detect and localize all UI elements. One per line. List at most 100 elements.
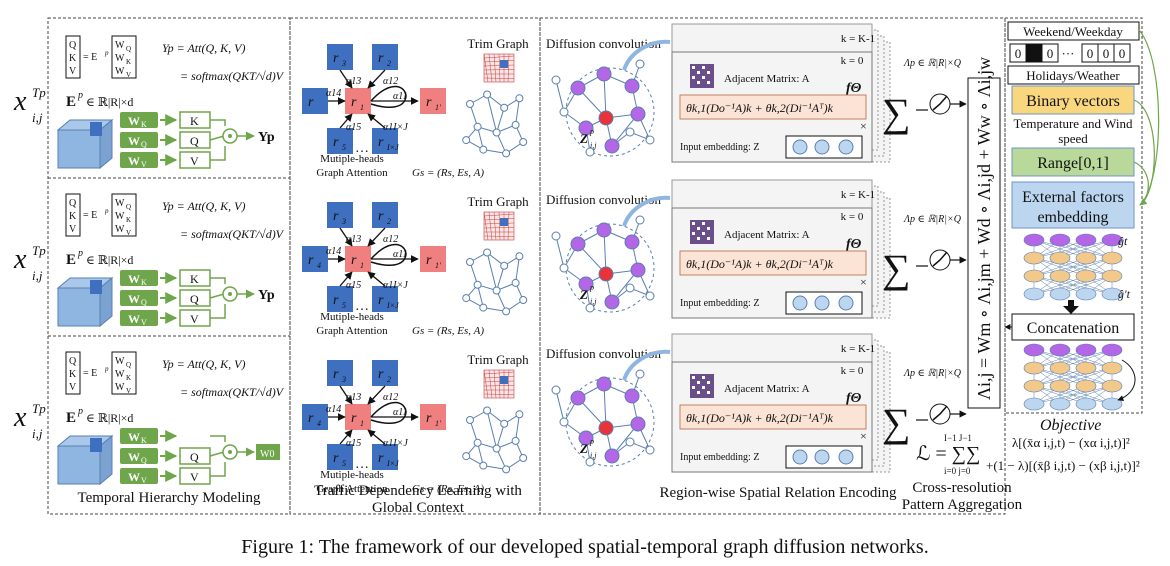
temporal-input-symbol: x bbox=[13, 402, 27, 433]
qkv-box-label: Q bbox=[190, 292, 199, 306]
times-symbol: × bbox=[860, 119, 867, 133]
weight-box bbox=[120, 270, 158, 286]
gs-formula: Gs = (Rs, Es, A) bbox=[412, 325, 484, 337]
proj-matrix-entry: W bbox=[115, 53, 125, 64]
diffusion-conv-label: Diffusion convolution bbox=[546, 346, 661, 361]
proj-matrix-sub: V bbox=[126, 71, 131, 79]
temporal-input-sub: i,j bbox=[32, 268, 43, 283]
node-left-label: r bbox=[308, 253, 314, 268]
alpha-label: α13 bbox=[346, 76, 361, 87]
node-r2-sub: 2 bbox=[387, 59, 391, 68]
lambda-label: Λp ∈ ℝ|R|×Q bbox=[903, 368, 962, 379]
qkv-vector-entry: K bbox=[69, 211, 77, 222]
alpha-label: α1I×J bbox=[383, 438, 408, 449]
temporal-output-label: Yp bbox=[258, 288, 275, 303]
binary-vectors-label: Binary vectors bbox=[1026, 93, 1120, 110]
loss-line-1: λ[(x̄α i,j,t) − (xα i,j,t)]² bbox=[1012, 435, 1130, 450]
graph-attention-label-2: Graph Attention bbox=[316, 483, 388, 495]
traffic-section-label-2: Global Context bbox=[372, 500, 465, 516]
aggregation-formula: Λi,j = Wm ∘ Λi,jm + Wd ∘ Λi,jd + Ww ∘ Λi… bbox=[974, 57, 994, 400]
qkv-vector-entry: V bbox=[69, 66, 77, 77]
node-r2 bbox=[372, 44, 398, 70]
qkv-vector-entry: V bbox=[69, 382, 77, 393]
embedding-sup: p bbox=[77, 90, 83, 101]
node-r3-label: r bbox=[333, 209, 339, 224]
node-rIJ-sub: I×J bbox=[386, 143, 399, 152]
proj-matrix-entry: W bbox=[115, 211, 125, 222]
temporal-input-symbol: x bbox=[13, 244, 27, 275]
temporal-input-sub: i,j bbox=[32, 426, 43, 441]
k-top-label: k = K-1 bbox=[841, 33, 875, 45]
temperature-label-2: speed bbox=[1058, 131, 1088, 146]
g-t-hat-label: ĝ't bbox=[1118, 287, 1131, 301]
alpha-label: α15 bbox=[346, 438, 361, 449]
input-embedding-label: Input embedding: Z bbox=[680, 452, 759, 463]
node-r1-label: r bbox=[351, 411, 357, 426]
node-r1-out bbox=[420, 404, 446, 430]
k-top-label: k = K-1 bbox=[841, 343, 875, 355]
qkv-vector-entry: Q bbox=[69, 198, 77, 209]
node-r1-label: r bbox=[351, 95, 357, 110]
weight-sub: V bbox=[141, 476, 147, 485]
node-r3-label: r bbox=[333, 367, 339, 382]
spatial-section-label: Region-wise Spatial Relation Encoding bbox=[659, 485, 897, 501]
z-label: Z bbox=[579, 131, 588, 146]
weight-box bbox=[120, 428, 158, 444]
node-r1-out-sub: 1' bbox=[435, 419, 441, 428]
node-ellipsis: … bbox=[355, 457, 369, 472]
external-mlp-bottom bbox=[1023, 343, 1136, 411]
node-r1 bbox=[345, 88, 371, 114]
node-r1-out bbox=[420, 246, 446, 272]
qkv-box-label: Q bbox=[190, 134, 199, 148]
lambda-label: Λp ∈ ℝ|R|×Q bbox=[903, 214, 962, 225]
sum-symbol: ∑ bbox=[882, 400, 911, 445]
proj-matrix-sub: K bbox=[126, 216, 131, 224]
bit-value: 0 bbox=[1087, 46, 1094, 61]
z-sub: i,j bbox=[590, 141, 597, 150]
w0-label: W0 bbox=[260, 449, 274, 460]
node-r1-out-label: r bbox=[426, 411, 432, 426]
diffusion-formula: θk,1(Do⁻¹A)k + θk,2(Di⁻¹Aᵀ)k bbox=[686, 257, 834, 271]
trim-graph-label: Trim Graph bbox=[467, 194, 529, 209]
qkv-box-label: K bbox=[190, 114, 199, 128]
z-sup: p bbox=[589, 437, 594, 446]
node-r3-sub: 3 bbox=[341, 217, 346, 226]
adjacent-matrix-label: Adjacent Matrix: A bbox=[724, 73, 810, 85]
alpha-label: α11 bbox=[393, 249, 408, 260]
loss-line-2: +(1 − λ)[(x̄β i,j,t) − (xβ i,j,t)]² bbox=[986, 458, 1140, 473]
node-r5 bbox=[327, 128, 353, 154]
proj-matrix-entry: W bbox=[115, 198, 125, 209]
input-embedding-label: Input embedding: Z bbox=[680, 298, 759, 309]
node-r3-sub: 3 bbox=[341, 375, 346, 384]
z-sup: p bbox=[589, 283, 594, 292]
proj-matrix-sub: V bbox=[126, 229, 131, 237]
weight-sub: Q bbox=[141, 140, 147, 149]
spatial-row: Diffusion convolution Z p i,j k = K-1 k = 0 Ad… bbox=[546, 333, 967, 473]
alpha-label: α14 bbox=[326, 404, 341, 415]
alpha-label: α11 bbox=[393, 91, 408, 102]
temporal-section-border bbox=[47, 17, 291, 515]
proj-eq: = E bbox=[83, 210, 97, 221]
node-left bbox=[302, 404, 328, 430]
times-symbol: × bbox=[860, 275, 867, 289]
bit-value: 0 bbox=[1103, 46, 1110, 61]
weight-box bbox=[120, 468, 158, 484]
z-sub: i,j bbox=[590, 297, 597, 306]
alpha-label: α12 bbox=[383, 76, 398, 87]
node-rIJ bbox=[372, 286, 398, 312]
node-r3 bbox=[327, 44, 353, 70]
figure-caption: Figure 1: The framework of our developed… bbox=[241, 536, 929, 558]
embedding-sup: p bbox=[77, 406, 83, 417]
node-r1 bbox=[345, 404, 371, 430]
bit-ellipsis: ··· bbox=[1062, 46, 1075, 61]
times-symbol: × bbox=[860, 429, 867, 443]
k-zero-label: k = 0 bbox=[841, 365, 864, 377]
attention-eq-1: Yp = Att(Q, K, V) bbox=[162, 41, 245, 55]
node-rIJ bbox=[372, 444, 398, 470]
node-r1-sub: 1 bbox=[360, 261, 364, 270]
proj-matrix-entry: W bbox=[115, 66, 125, 77]
node-r2-label: r bbox=[378, 367, 384, 382]
